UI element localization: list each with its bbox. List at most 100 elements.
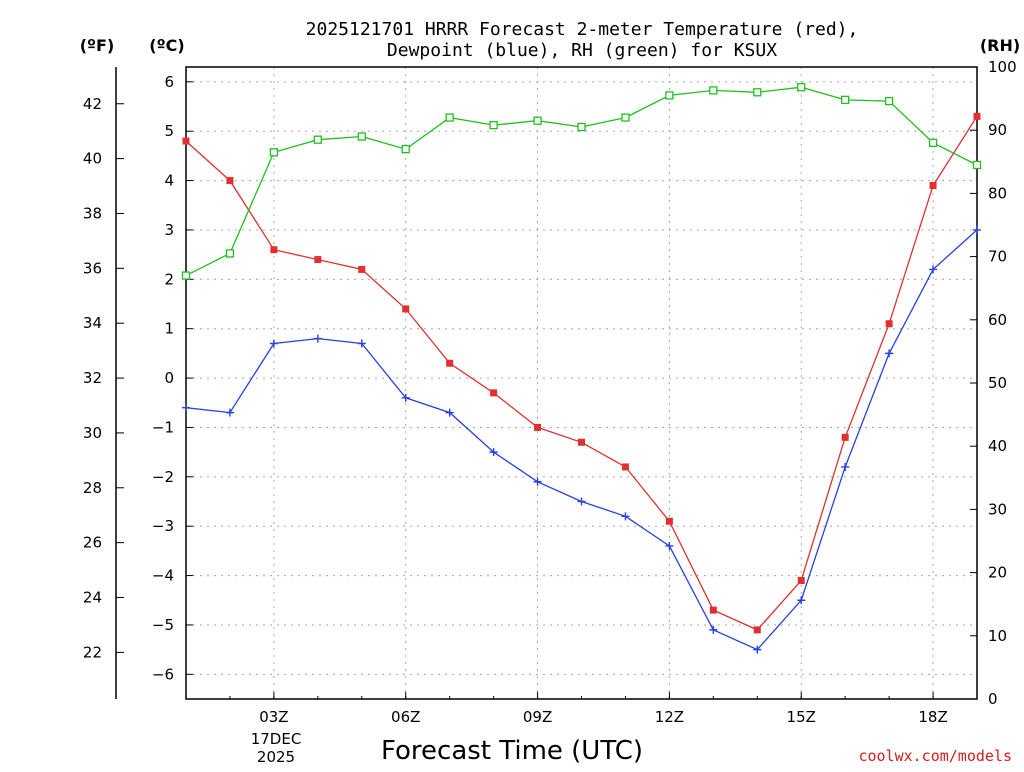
temperature-point — [665, 517, 673, 525]
fahrenheit-tick-label: 40 — [83, 150, 102, 168]
fahrenheit-tick-label: 32 — [83, 369, 102, 387]
temperature-point — [182, 137, 190, 145]
fahrenheit-tick-label: 24 — [83, 589, 102, 607]
rh-point — [401, 145, 410, 154]
x-tick-label: 15Z — [787, 708, 816, 726]
rh-tick-label: 100 — [988, 58, 1017, 76]
dewpoint-point — [665, 541, 674, 550]
celsius-tick-label: 5 — [164, 122, 174, 140]
temperature-point — [709, 606, 717, 614]
dewpoint-point — [577, 497, 586, 506]
rh-point — [577, 122, 586, 132]
rh-point — [665, 91, 674, 100]
dewpoint-point — [489, 448, 498, 457]
rh-point — [489, 120, 498, 130]
rh-point — [884, 96, 894, 106]
temperature-point — [841, 433, 849, 441]
x-tick-label: 12Z — [655, 708, 684, 726]
credit-text: coolwx.com/models — [858, 747, 1012, 765]
rh-point — [753, 88, 762, 97]
dewpoint-point — [929, 265, 938, 274]
rh-point — [797, 83, 806, 92]
celsius-tick-label: −4 — [152, 567, 174, 585]
dewpoint-point — [885, 349, 894, 358]
rh-tick-label: 30 — [988, 500, 1007, 518]
rh-point — [533, 116, 542, 125]
temperature-point — [226, 177, 234, 185]
dewpoint-point — [709, 625, 718, 634]
dewpoint-point — [269, 339, 278, 348]
temperature-point — [797, 577, 805, 584]
dewpoint-point — [182, 403, 190, 412]
fahrenheit-tick-label: 42 — [83, 95, 102, 113]
celsius-tick-label: 4 — [164, 172, 174, 190]
celsius-tick-label: 3 — [164, 221, 174, 239]
rh-tick-label: 20 — [988, 564, 1007, 582]
rh-unit-label: (RH) — [980, 36, 1020, 55]
fahrenheit-tick-label: 36 — [83, 259, 102, 277]
temperature-point — [270, 246, 278, 254]
rh-tick-label: 50 — [988, 374, 1007, 392]
dewpoint-point — [225, 408, 234, 417]
x-axis-label: Forecast Time (UTC) — [381, 736, 643, 766]
temperature-point — [578, 438, 585, 446]
temperature-point — [534, 423, 542, 431]
x-tick-label: 06Z — [391, 708, 420, 726]
celsius-tick-label: 2 — [164, 270, 174, 288]
rh-tick-label: 80 — [988, 184, 1007, 202]
x-tick-label: 18Z — [918, 708, 947, 726]
fahrenheit-tick-label: 22 — [83, 643, 102, 661]
rh-point — [841, 95, 850, 105]
chart-title-line2: Dewpoint (blue), RH (green) for KSUX — [387, 40, 777, 61]
rh-tick-label: 10 — [988, 627, 1007, 645]
dewpoint-point — [841, 462, 850, 471]
rh-point — [269, 148, 279, 157]
fahrenheit-tick-label: 38 — [83, 204, 102, 222]
dewpoint-point — [401, 393, 410, 402]
fahrenheit-tick-label: 34 — [83, 314, 102, 332]
date-label-year: 2025 — [257, 748, 295, 766]
celsius-tick-label: −3 — [152, 517, 174, 535]
rh-tick-label: 70 — [988, 248, 1007, 266]
rh-point — [357, 132, 366, 141]
fahrenheit-tick-label: 26 — [83, 534, 102, 552]
temperature-point — [973, 112, 981, 120]
rh-tick-label: 0 — [988, 690, 998, 708]
temperature-point — [753, 626, 761, 634]
celsius-tick-label: 0 — [164, 369, 174, 387]
celsius-tick-label: −1 — [152, 418, 174, 436]
rh-point — [225, 249, 235, 258]
chart-title-line1: 2025121701 HRRR Forecast 2-meter Tempera… — [306, 19, 859, 40]
temperature-point — [929, 182, 937, 189]
fahrenheit-unit-label: (ºF) — [80, 36, 115, 55]
dewpoint-point — [313, 334, 322, 343]
plot-frame — [185, 66, 978, 700]
date-label-day: 17DEC — [251, 730, 302, 748]
celsius-tick-label: 1 — [164, 320, 174, 338]
dewpoint-point — [753, 645, 762, 654]
celsius-tick-label: −6 — [152, 665, 174, 683]
rh-tick-label: 60 — [988, 311, 1007, 329]
temperature-point — [358, 265, 366, 273]
x-tick-label: 09Z — [523, 708, 552, 726]
celsius-tick-label: 6 — [164, 73, 174, 91]
fahrenheit-tick-label: 28 — [83, 479, 102, 497]
celsius-tick-label: −2 — [152, 468, 174, 486]
celsius-tick-label: −5 — [152, 616, 174, 634]
dewpoint-point — [357, 339, 366, 348]
dewpoint-point — [973, 225, 981, 234]
rh-point — [621, 113, 630, 122]
rh-point — [313, 135, 322, 144]
rh-series-line — [185, 86, 978, 277]
dewpoint-point — [797, 596, 806, 605]
rh-point — [181, 271, 191, 280]
x-tick-label: 03Z — [259, 708, 288, 726]
rh-point — [709, 86, 718, 95]
rh-tick-label: 90 — [988, 121, 1007, 139]
temperature-series-line — [185, 116, 978, 631]
rh-point — [445, 113, 454, 122]
rh-tick-label: 40 — [988, 437, 1007, 455]
temperature-point — [314, 256, 322, 264]
